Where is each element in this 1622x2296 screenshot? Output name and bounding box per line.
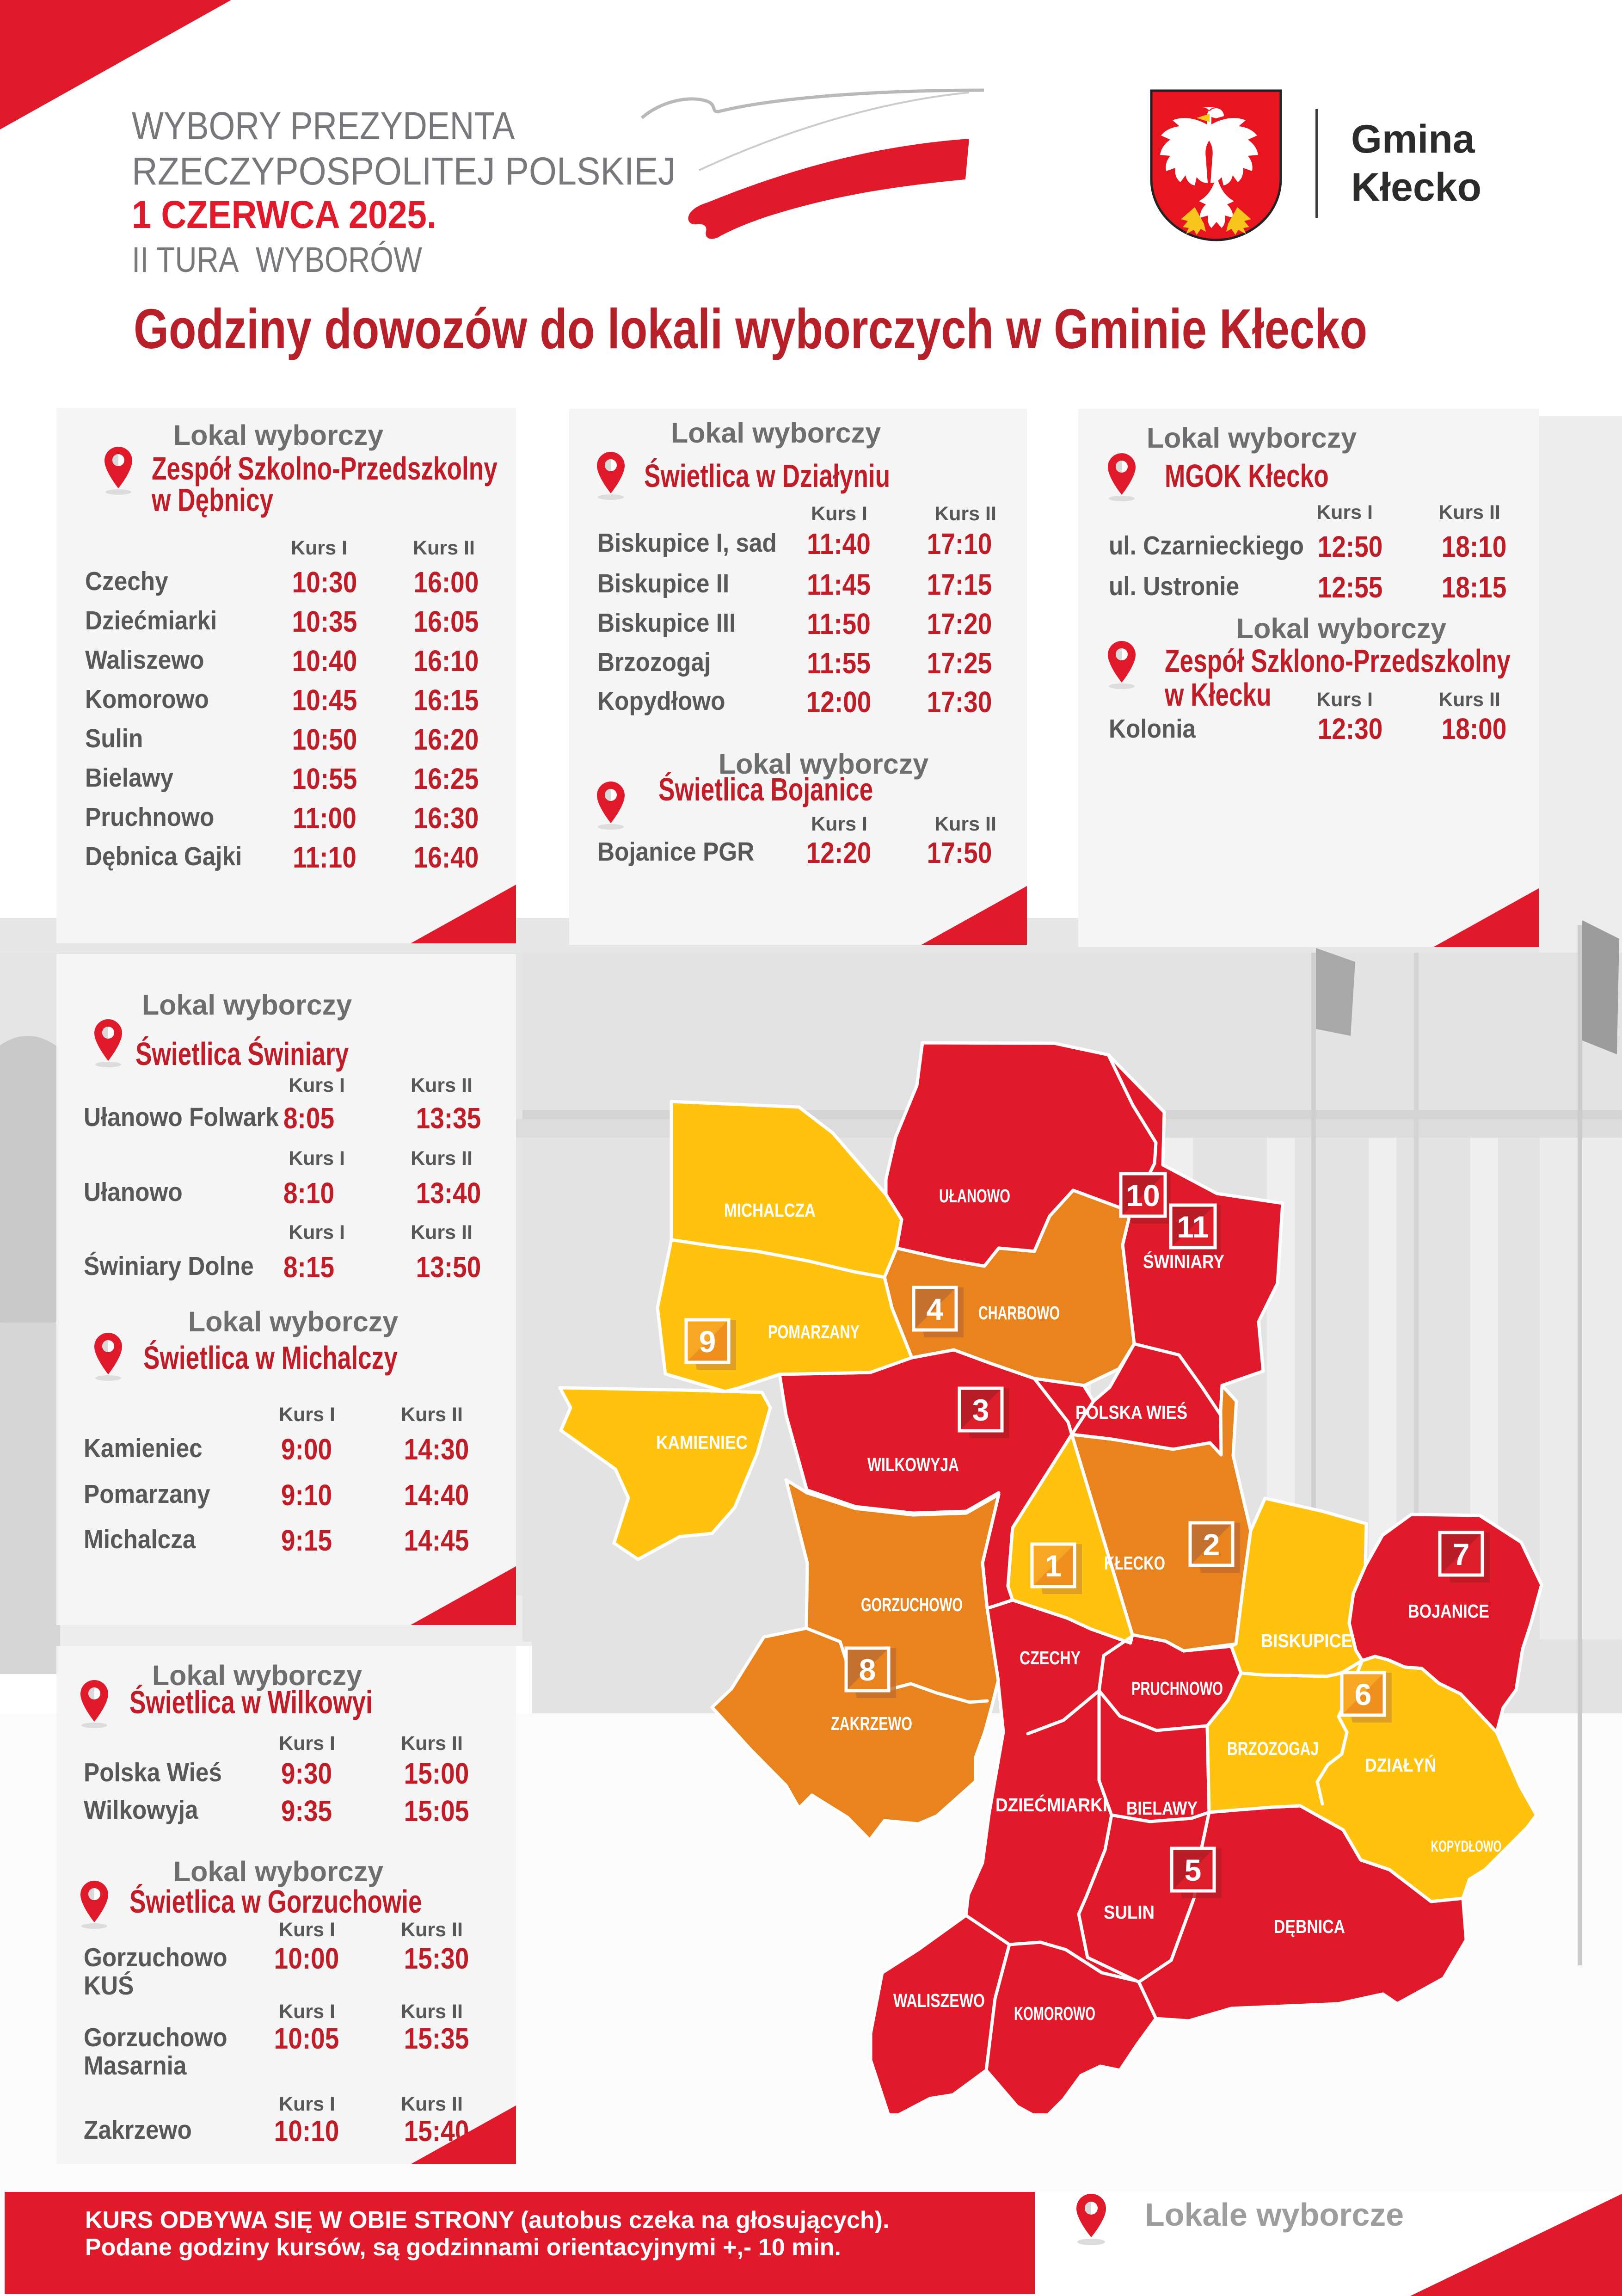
svg-text:7: 7 bbox=[1453, 1537, 1470, 1571]
svg-text:BIELAWY: BIELAWY bbox=[1126, 1797, 1198, 1819]
svg-text:4: 4 bbox=[927, 1292, 944, 1326]
svg-text:1: 1 bbox=[1045, 1549, 1062, 1583]
svg-text:ŚWINIARY: ŚWINIARY bbox=[1143, 1251, 1224, 1272]
svg-text:PRUCHNOWO: PRUCHNOWO bbox=[1131, 1678, 1223, 1699]
svg-text:DZIEĆMIARKI: DZIEĆMIARKI bbox=[995, 1794, 1107, 1816]
svg-text:8: 8 bbox=[859, 1653, 876, 1687]
svg-text:5: 5 bbox=[1185, 1853, 1202, 1887]
svg-text:BRZOZOGAJ: BRZOZOGAJ bbox=[1227, 1738, 1319, 1759]
svg-text:3: 3 bbox=[972, 1393, 989, 1427]
svg-text:DZIAŁYŃ: DZIAŁYŃ bbox=[1365, 1754, 1436, 1776]
svg-text:BOJANICE: BOJANICE bbox=[1408, 1600, 1489, 1622]
svg-text:DĘBNICA: DĘBNICA bbox=[1274, 1916, 1345, 1937]
svg-text:6: 6 bbox=[1355, 1677, 1372, 1711]
svg-text:SULIN: SULIN bbox=[1104, 1902, 1155, 1923]
svg-text:KOPYDŁOWO: KOPYDŁOWO bbox=[1431, 1838, 1502, 1855]
svg-text:BISKUPICE: BISKUPICE bbox=[1261, 1630, 1352, 1651]
svg-text:KOMOROWO: KOMOROWO bbox=[1014, 2003, 1095, 2024]
svg-text:KAMIENIEC: KAMIENIEC bbox=[656, 1432, 748, 1453]
svg-text:10: 10 bbox=[1126, 1178, 1160, 1213]
svg-text:11: 11 bbox=[1177, 1210, 1209, 1244]
svg-text:WILKOWYJA: WILKOWYJA bbox=[867, 1454, 959, 1475]
svg-text:GORZUCHOWO: GORZUCHOWO bbox=[861, 1594, 963, 1615]
svg-text:CZECHY: CZECHY bbox=[1020, 1647, 1081, 1668]
svg-text:UŁANOWO: UŁANOWO bbox=[939, 1185, 1010, 1206]
svg-text:2: 2 bbox=[1203, 1527, 1220, 1562]
svg-text:CHARBOWO: CHARBOWO bbox=[978, 1302, 1060, 1323]
svg-text:WALISZEWO: WALISZEWO bbox=[893, 1990, 985, 2011]
svg-text:KŁECKO: KŁECKO bbox=[1104, 1552, 1165, 1574]
svg-text:9: 9 bbox=[699, 1324, 716, 1359]
svg-text:POMARZANY: POMARZANY bbox=[768, 1321, 860, 1342]
svg-text:MICHALCZA: MICHALCZA bbox=[724, 1200, 816, 1221]
svg-text:POLSKA WIEŚ: POLSKA WIEŚ bbox=[1075, 1402, 1187, 1423]
svg-text:ZAKRZEWO: ZAKRZEWO bbox=[831, 1713, 912, 1734]
